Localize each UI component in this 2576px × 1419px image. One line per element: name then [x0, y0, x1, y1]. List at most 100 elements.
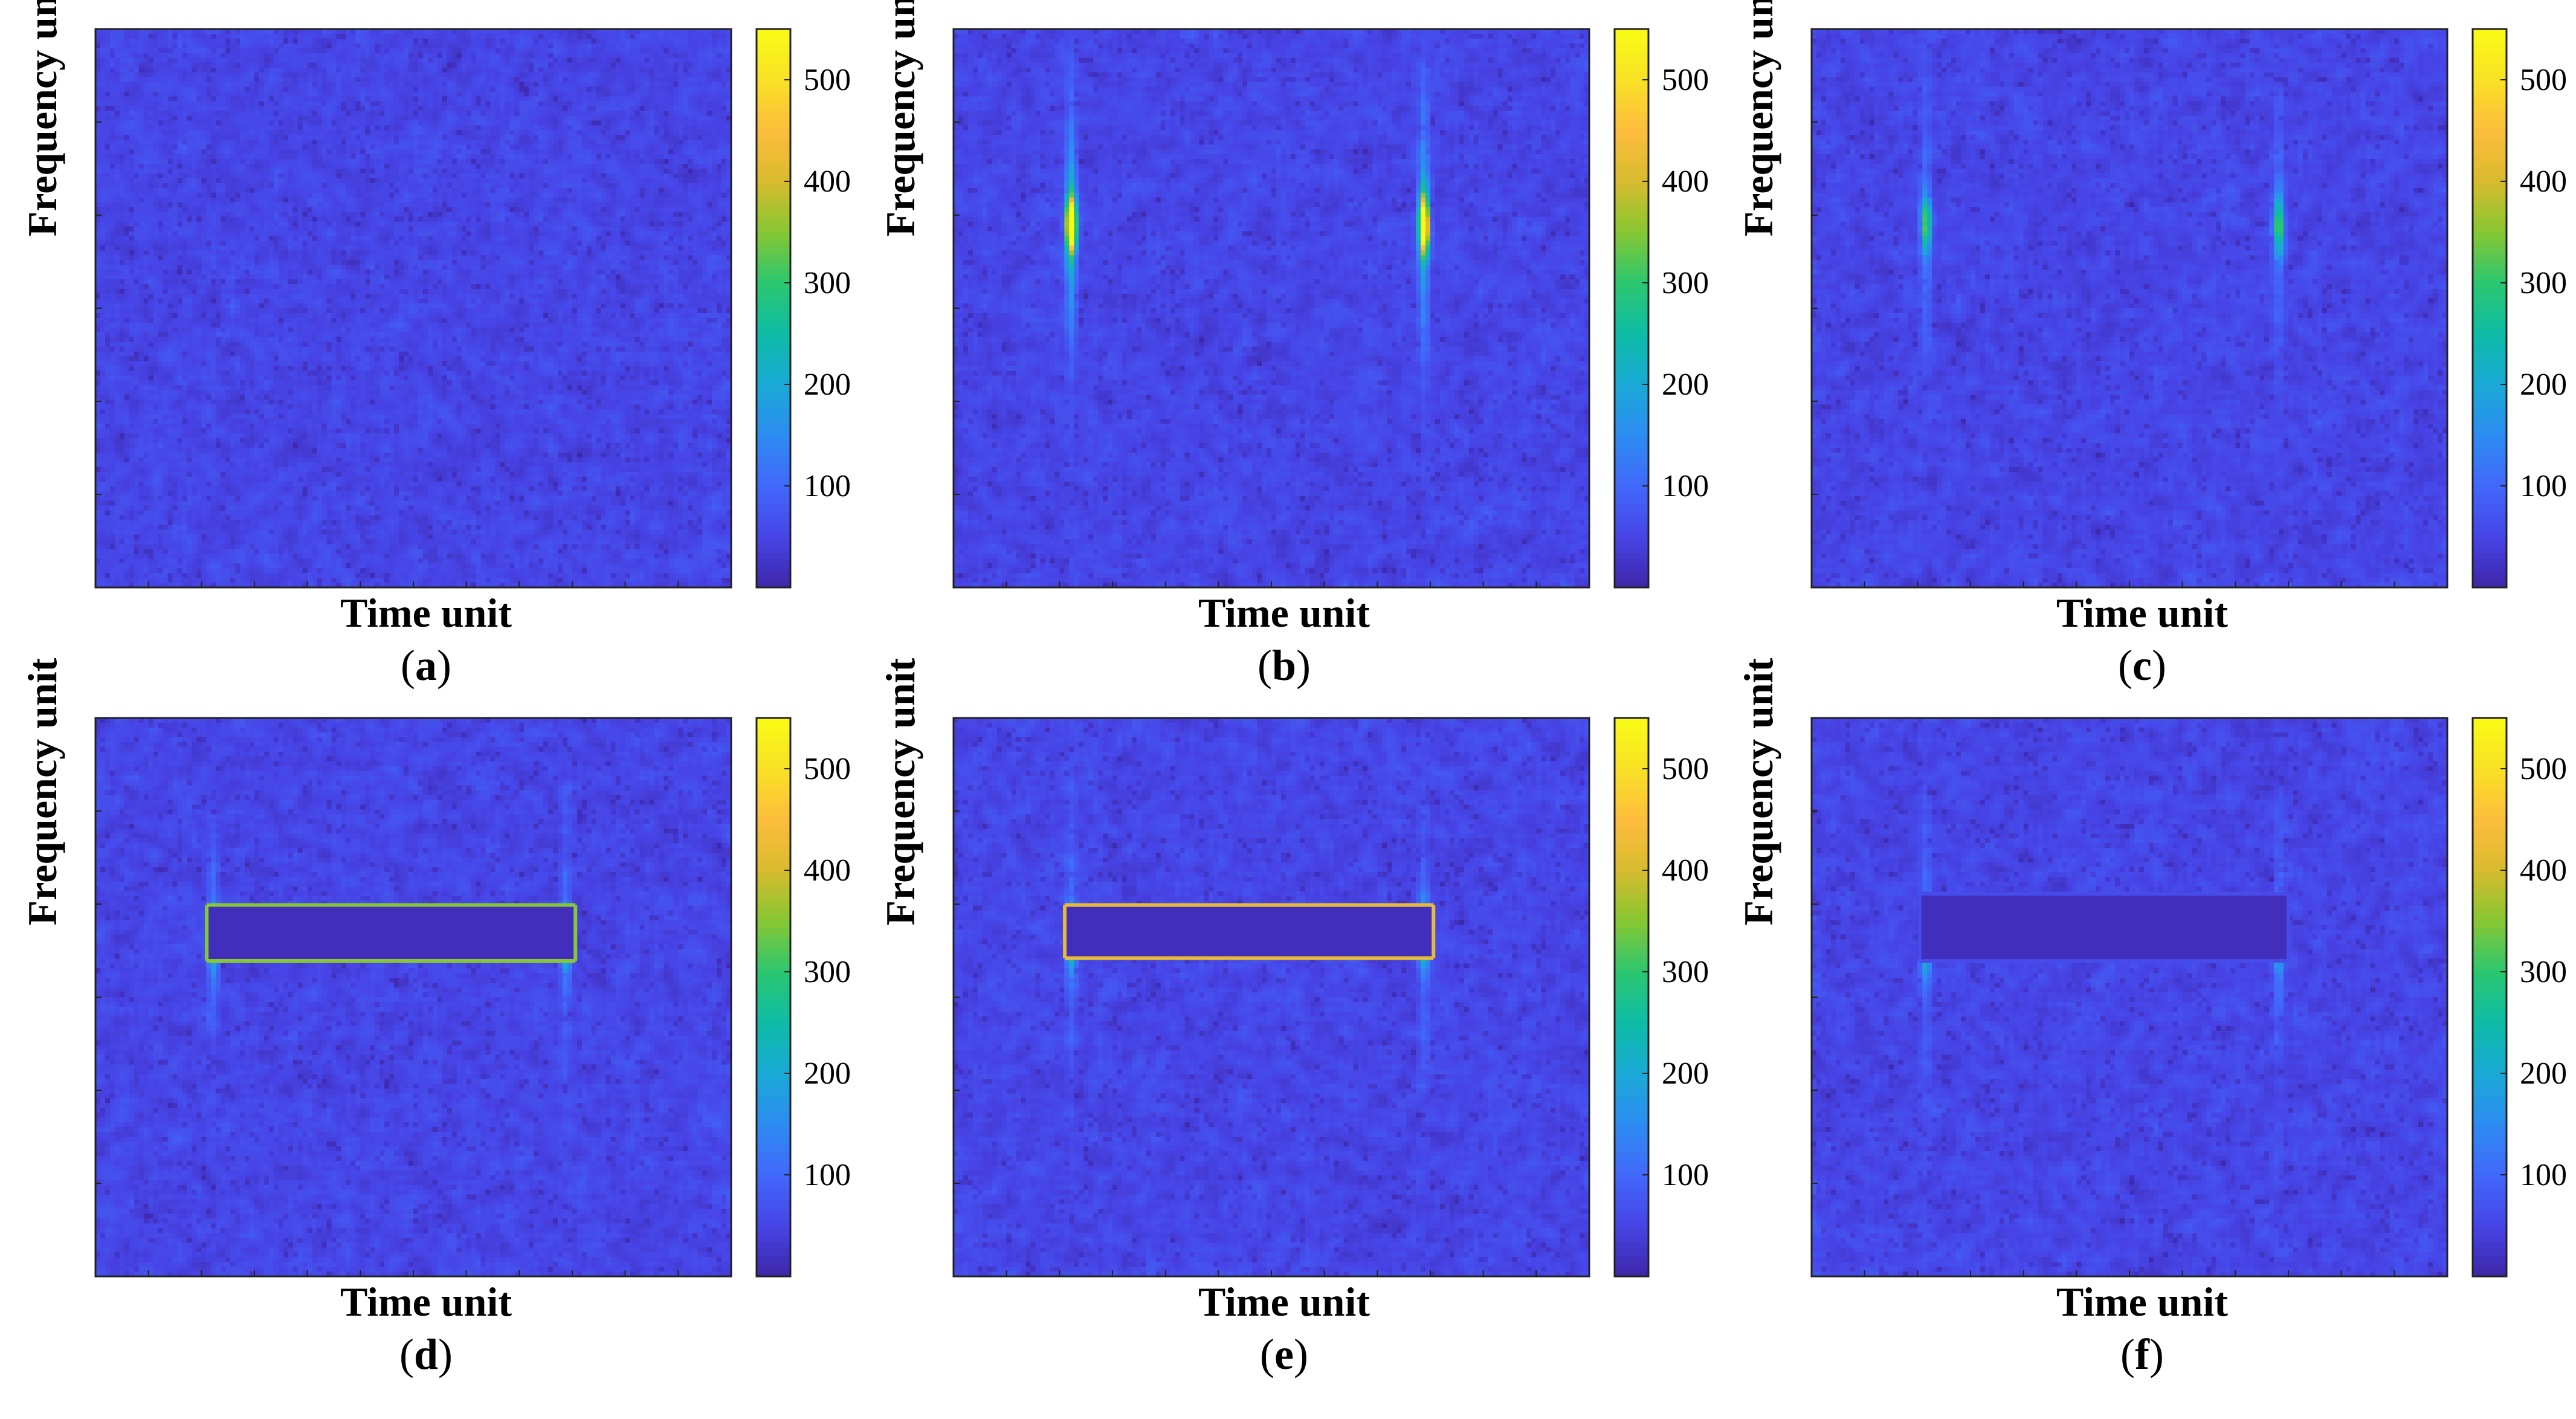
heat-cell	[491, 173, 496, 179]
heat-cell	[341, 97, 346, 102]
heat-cell	[283, 48, 289, 54]
heat-cell	[129, 198, 135, 203]
heat-cell	[625, 188, 631, 193]
heat-cell	[115, 135, 120, 140]
heat-cell	[678, 101, 683, 106]
heat-cell	[519, 149, 525, 155]
heat-cell	[495, 130, 500, 135]
heat-cell	[221, 125, 226, 131]
heat-cell	[332, 144, 337, 150]
heat-cell	[428, 144, 433, 150]
heat-cell	[601, 154, 607, 160]
heat-cell	[408, 44, 414, 49]
heat-cell	[428, 173, 433, 179]
heat-cell	[558, 111, 563, 116]
heat-cell	[341, 173, 346, 179]
heat-cell	[206, 169, 211, 174]
heat-cell	[582, 87, 587, 92]
heat-cell	[654, 178, 659, 184]
heat-cell	[524, 34, 529, 39]
heat-cell	[216, 144, 221, 150]
heat-cell	[616, 130, 621, 135]
heat-cell	[327, 188, 332, 193]
heat-cell	[447, 130, 453, 135]
heat-cell	[534, 202, 539, 208]
heat-cell	[663, 48, 669, 54]
heat-cell	[240, 140, 245, 145]
heat-cell	[279, 178, 284, 184]
heat-cell	[491, 48, 496, 54]
heat-cell	[134, 63, 140, 68]
heat-cell	[567, 120, 573, 126]
heat-cell	[399, 111, 404, 116]
heat-cell	[379, 82, 385, 88]
heat-cell	[365, 120, 370, 126]
heat-cell	[654, 144, 659, 150]
heat-cell	[322, 154, 328, 160]
heat-cell	[471, 183, 477, 189]
heat-cell	[153, 135, 159, 140]
heat-cell	[129, 101, 135, 106]
heat-cell	[144, 173, 149, 179]
heat-cell	[158, 82, 164, 88]
heat-cell	[452, 173, 457, 179]
heat-cell	[563, 120, 568, 126]
heat-cell	[216, 198, 221, 203]
heat-cell	[702, 130, 708, 135]
heat-cell	[495, 183, 500, 189]
heat-cell	[462, 63, 467, 68]
heat-cell	[187, 82, 192, 88]
heat-cell	[621, 169, 626, 174]
heat-cell	[196, 34, 202, 39]
heat-cell	[702, 202, 708, 208]
heat-cell	[153, 77, 159, 83]
heat-cell	[240, 73, 245, 78]
heat-cell	[105, 53, 111, 59]
heat-cell	[717, 115, 722, 121]
heat-cell	[192, 44, 197, 49]
heat-cell	[187, 207, 192, 213]
heat-cell	[471, 44, 477, 49]
heat-cell	[529, 92, 534, 97]
heat-cell	[577, 44, 583, 49]
heat-cell	[346, 63, 351, 68]
heat-cell	[144, 169, 149, 174]
heat-cell	[163, 178, 169, 184]
heat-cell	[650, 154, 655, 160]
heat-cell	[553, 101, 558, 106]
heat-cell	[567, 34, 573, 39]
heat-cell	[375, 159, 380, 164]
heat-cell	[350, 198, 356, 203]
heat-cell	[173, 92, 178, 97]
heat-cell	[182, 120, 187, 126]
heat-cell	[630, 135, 636, 140]
heat-cell	[437, 44, 443, 49]
heat-cell	[418, 68, 424, 73]
heat-cell	[206, 164, 211, 169]
heat-cell	[486, 82, 491, 88]
heat-cell	[158, 164, 164, 169]
heat-cell	[553, 115, 558, 121]
heat-cell	[346, 183, 351, 189]
heat-cell	[394, 125, 399, 131]
heat-cell	[567, 111, 573, 116]
heat-cell	[611, 53, 616, 59]
heat-cell	[625, 111, 631, 116]
heat-cell	[201, 120, 207, 126]
heat-cell	[616, 159, 621, 164]
heat-cell	[404, 97, 409, 102]
heat-cell	[250, 149, 255, 155]
heat-cell	[673, 188, 679, 193]
heat-cell	[350, 58, 356, 63]
heat-cell	[177, 188, 182, 193]
heat-cell	[211, 92, 216, 97]
heat-cell	[529, 183, 534, 189]
heat-cell	[692, 144, 698, 150]
heat-cell	[437, 82, 443, 88]
heat-cell	[360, 53, 366, 59]
heat-cell	[327, 101, 332, 106]
heat-cell	[640, 48, 645, 54]
heat-cell	[153, 92, 159, 97]
heat-cell	[707, 144, 712, 150]
heat-cell	[548, 106, 554, 111]
